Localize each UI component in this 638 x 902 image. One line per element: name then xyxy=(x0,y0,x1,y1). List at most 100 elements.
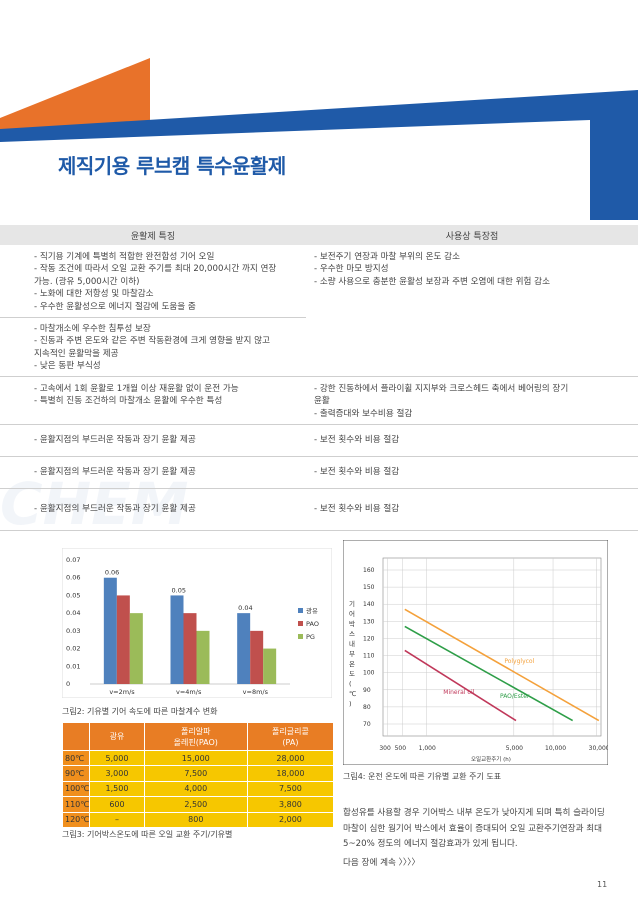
t3-value-cell: 7,500 xyxy=(143,765,248,782)
t3-value-cell: 3,000 xyxy=(89,765,145,782)
y-axis-title-char: 부 xyxy=(349,650,355,658)
t3-header-pg-text: 폴리글리콜 (PA) xyxy=(272,726,309,747)
benefit-cell: - 보전 횟수와 비용 절감 xyxy=(306,460,638,484)
x-tick-label: 5,000 xyxy=(506,745,523,752)
y-axis-title-char: ℃ xyxy=(349,690,356,698)
x-tick-label: v=4m/s xyxy=(176,688,202,696)
cell-line: - 출력증대와 보수비용 절감 xyxy=(314,408,413,419)
y-tick-label: 0.07 xyxy=(66,556,80,564)
features-table-row: - 고속에서 1회 윤활로 1개월 이상 재윤활 없이 운전 가능 - 특별히 진… xyxy=(0,377,638,425)
cell-line: - 보전 횟수와 비용 절감 xyxy=(314,435,400,446)
oil-change-table: 광유 폴리알파 올레핀(PAO) 폴리글리콜 (PA) 80℃ 5,000 15,000… xyxy=(61,722,335,828)
y-tick-label: 120 xyxy=(363,635,375,642)
bar-PAO xyxy=(250,630,264,684)
y-axis-title-char: 스 xyxy=(349,630,355,638)
row-divider xyxy=(0,317,306,318)
y-tick-label: 0.01 xyxy=(66,662,80,670)
y-axis-title-char: 어 xyxy=(349,609,355,618)
y-tick-label: 0.03 xyxy=(66,627,80,635)
data-label: 0.04 xyxy=(238,604,252,612)
cell-line: - 보전주기 연장과 마찰 부위의 온도 감소 xyxy=(314,252,460,262)
t3-value-cell: 800 xyxy=(143,811,248,828)
cell-line: - 보전 횟수와 비용 절감 xyxy=(314,467,400,478)
cell-line: - 강한 진동하에서 플라이휠 지지부와 크로스헤드 축에서 베어링의 장기 xyxy=(314,384,569,394)
cell-line: - 직기용 기계에 특별히 적합한 완전합성 기어 오일 xyxy=(34,252,215,262)
features-table-body: - 직기용 기계에 특별히 적합한 완전합성 기어 오일 - 작동 조건에 따라서… xyxy=(0,245,638,531)
watermark-logo: CHEM xyxy=(0,470,189,538)
t3-header-mineral: 광유 xyxy=(89,722,145,751)
t3-header-empty xyxy=(61,722,91,751)
cell-line: - 노화에 대한 저항성 및 마찰감소 xyxy=(34,289,154,300)
t3-header-pg: 폴리글리콜 (PA) xyxy=(246,722,335,751)
x-tick-label: v=2m/s xyxy=(109,688,135,696)
t3-row: 90℃ 3,000 7,500 18,000 xyxy=(61,765,335,782)
bar-PAO xyxy=(183,613,197,684)
y-axis-title-char: 내 xyxy=(349,639,355,648)
y-tick-label: 80 xyxy=(363,704,371,711)
continue-note: 다음 장에 계속 〉〉〉〉 xyxy=(343,858,421,868)
cell-line: - 작동 조건에 따라서 오일 교환 주기를 최대 20,000시간 까지 연장 xyxy=(34,264,277,275)
y-tick-label: 70 xyxy=(363,721,371,728)
legend-swatch xyxy=(298,621,303,626)
series-label: Mineral oil xyxy=(443,689,474,696)
feature-cell: - 윤활지점의 부드러운 작동과 장기 윤활 제공 xyxy=(0,428,306,452)
x-tick-label: 300 xyxy=(379,745,391,752)
t3-row: 100℃ 1,500 4,000 7,500 xyxy=(61,780,335,798)
legend-swatch xyxy=(298,634,303,639)
x-tick-label: 30,000 xyxy=(589,745,608,752)
legend-label: PAO xyxy=(306,620,319,628)
t3-value-cell: 7,500 xyxy=(246,780,335,798)
t3-value-cell: 4,000 xyxy=(143,780,248,798)
y-axis-title-char: 박 xyxy=(349,619,355,628)
cell-line: - 특별히 진동 조건하의 마찰개소 윤활에 우수한 특성 xyxy=(34,396,223,407)
benefit-cell: - 보전 횟수와 비용 절감 xyxy=(306,497,638,521)
bar-PG xyxy=(129,613,143,684)
cell-line: - 고속에서 1회 윤활로 1개월 이상 재윤활 없이 운전 가능 xyxy=(34,384,239,394)
y-axis-title-char: 온 xyxy=(349,660,355,668)
t3-value-cell: 600 xyxy=(89,796,145,813)
summary-paragraph: 합성유를 사용할 경우 기어박스 내부 온도가 낮아지게 되며 특히 슬라이딩 … xyxy=(343,808,605,849)
x-tick-label: 10,000 xyxy=(545,745,566,752)
benefit-cell: - 보전 횟수와 비용 절감 xyxy=(306,428,638,452)
y-axis-title-char: ) xyxy=(349,700,352,708)
cell-line: - 보전 횟수와 비용 절감 xyxy=(314,504,400,515)
t3-header-pao: 폴리알파 올레핀(PAO) xyxy=(143,722,248,751)
x-tick-label: 500 xyxy=(395,745,407,752)
t3-value-cell: 28,000 xyxy=(246,749,335,767)
cell-line: - 진동과 주변 온도와 같은 주변 작동환경에 크게 영향을 받지 않고 xyxy=(34,336,270,347)
header-benefits: 사용상 특장점 xyxy=(445,231,499,242)
t3-row: 80℃ 5,000 15,000 28,000 xyxy=(61,749,335,767)
page-number: 11 xyxy=(597,880,608,889)
series-label: Polyglycol xyxy=(504,658,534,665)
t3-temp-cell: 80℃ xyxy=(61,749,91,767)
cell-line: - 낮은 동판 부식성 xyxy=(34,361,101,372)
series-line-Polyglycol xyxy=(404,608,600,722)
y-tick-label: 160 xyxy=(363,567,375,574)
plot-area xyxy=(382,557,602,737)
cell-line: - 우수한 윤활성으로 에너지 절감에 도움을 줌 xyxy=(34,301,196,312)
y-tick-label: 100 xyxy=(363,670,375,677)
t3-temp-cell: 90℃ xyxy=(61,765,91,782)
series-label: PAO/Ester xyxy=(500,693,530,700)
y-tick-label: 0.05 xyxy=(66,591,80,599)
y-tick-label: 150 xyxy=(363,584,375,591)
features-table-row: - 윤활지점의 부드러운 작동과 장기 윤활 제공 - 보전 횟수와 비용 절감 xyxy=(0,457,638,489)
x-tick-label: 1,000 xyxy=(419,745,436,752)
features-table-row: - 마찰개소에 우수한 침투성 보장 - 진동과 주변 온도와 같은 주변 작동환… xyxy=(0,317,638,377)
y-tick-label: 140 xyxy=(363,601,375,608)
t3-value-cell: 15,000 xyxy=(143,749,248,767)
benefit-cell: - 강한 진동하에서 플라이휠 지지부와 크로스헤드 축에서 베어링의 장기 윤… xyxy=(306,377,638,424)
t3-header-pao-text: 폴리알파 올레핀(PAO) xyxy=(173,726,218,747)
figure2-caption: 그림2: 기유별 기어 속도에 따른 마찰계수 변화 xyxy=(62,707,218,716)
bar-PG xyxy=(196,630,210,684)
benefit-cell: - 보전주기 연장과 마찰 부위의 온도 감소 - 우수한 마모 방지성 - 소량 … xyxy=(306,245,638,317)
y-tick-label: 0.02 xyxy=(66,645,80,653)
t3-value-cell: 2,000 xyxy=(246,811,335,828)
bar-광유 xyxy=(103,577,117,684)
series-line-Mineraloil xyxy=(404,649,517,722)
t3-row: 120℃ –800 2,000 xyxy=(61,811,335,828)
feature-cell: - 윤활지점의 부드러운 작동과 장기 윤활 제공 xyxy=(0,497,306,521)
features-table: 윤활제 특징 사용상 특장점 - 직기용 기계에 특별히 적합한 완전합성 기어… xyxy=(0,225,638,531)
legend-swatch xyxy=(298,608,303,613)
